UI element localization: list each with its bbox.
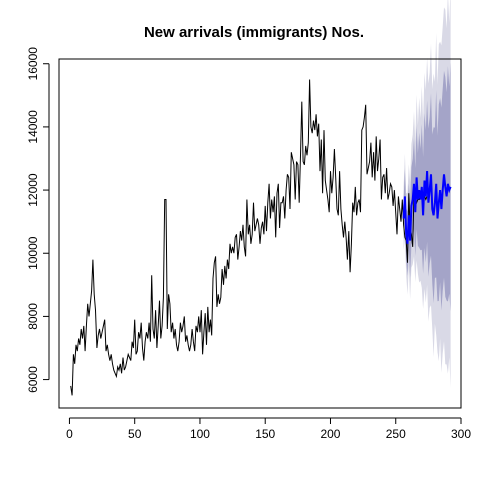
- y-tick-label: 10000: [26, 236, 40, 270]
- plot-frame: [58, 58, 462, 409]
- y-tick-label: 6000: [26, 366, 40, 393]
- x-tick-label: 150: [255, 427, 275, 441]
- x-tick-label: 100: [190, 427, 210, 441]
- y-tick-label: 8000: [26, 303, 40, 330]
- x-tick-label: 50: [128, 427, 142, 441]
- plot-area: [70, 0, 452, 396]
- y-tick-label: 12000: [26, 173, 40, 207]
- y-axis: 6000 8000 10000 12000 14000 16000: [26, 47, 50, 393]
- x-tick-label: 300: [451, 427, 471, 441]
- x-axis: 0 50 100 150 200 250 300: [66, 417, 471, 441]
- history-series-line: [70, 79, 428, 396]
- x-tick-label: 0: [66, 427, 73, 441]
- x-tick-label: 250: [386, 427, 406, 441]
- y-tick-label: 16000: [26, 47, 40, 81]
- y-tick-label: 14000: [26, 110, 40, 144]
- x-tick-label: 200: [320, 427, 340, 441]
- chart-title: New arrivals (immigrants) Nos.: [144, 24, 364, 41]
- forecast-series-line: [402, 171, 452, 244]
- series-layer: [70, 79, 452, 396]
